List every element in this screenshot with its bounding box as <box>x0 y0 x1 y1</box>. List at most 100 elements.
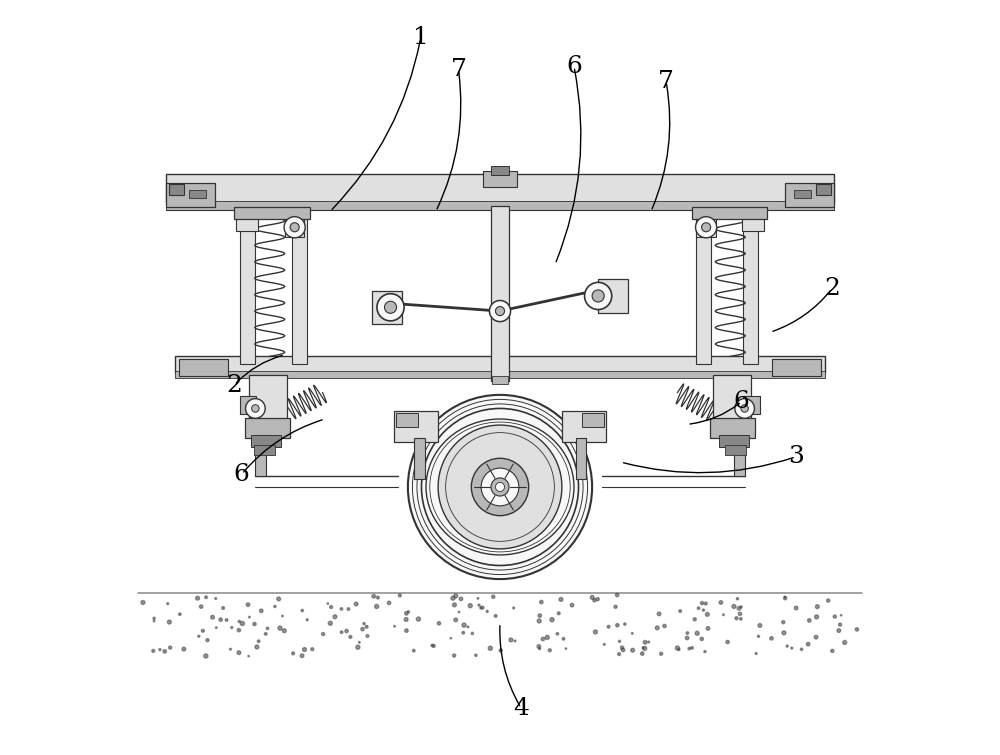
Point <box>733 613 749 625</box>
Point <box>294 650 310 662</box>
Bar <box>240 210 255 364</box>
Point <box>637 643 653 655</box>
Text: 1: 1 <box>413 26 429 49</box>
Point <box>824 645 840 657</box>
Point <box>542 644 558 656</box>
Point <box>299 614 315 626</box>
Bar <box>492 376 508 384</box>
Bar <box>710 418 755 438</box>
Point <box>687 613 703 625</box>
Point <box>729 593 745 605</box>
Point <box>152 643 168 655</box>
Point <box>474 602 490 614</box>
Point <box>398 624 414 636</box>
Point <box>551 607 567 619</box>
Point <box>348 598 364 610</box>
Point <box>694 633 710 645</box>
Point <box>276 624 292 636</box>
Point <box>253 605 269 617</box>
Point <box>784 642 800 654</box>
Point <box>296 643 312 655</box>
Circle shape <box>471 458 529 516</box>
Point <box>731 602 747 615</box>
Point <box>462 599 478 612</box>
Bar <box>394 411 438 442</box>
Point <box>715 609 731 621</box>
Point <box>532 643 548 655</box>
Point <box>342 631 358 643</box>
Point <box>251 635 267 647</box>
Point <box>334 626 350 638</box>
Point <box>249 641 265 653</box>
Bar <box>713 375 751 421</box>
Point <box>241 611 257 623</box>
Point <box>162 642 178 654</box>
Point <box>172 609 188 621</box>
Point <box>350 641 366 653</box>
Bar <box>772 359 821 376</box>
Point <box>531 640 547 652</box>
Circle shape <box>290 223 299 232</box>
Point <box>320 597 336 609</box>
Point <box>157 646 173 658</box>
Bar <box>743 210 758 364</box>
Point <box>800 638 816 650</box>
Point <box>322 618 338 630</box>
Point <box>285 647 301 659</box>
Point <box>398 607 414 619</box>
Point <box>609 589 625 601</box>
Text: 3: 3 <box>788 445 804 468</box>
Point <box>564 599 580 611</box>
Point <box>697 646 713 658</box>
Circle shape <box>252 405 259 412</box>
Point <box>672 605 688 617</box>
Point <box>369 600 385 612</box>
Circle shape <box>491 478 509 496</box>
Point <box>199 634 215 646</box>
Point <box>471 599 487 612</box>
Circle shape <box>592 290 604 302</box>
Point <box>720 636 736 648</box>
Bar <box>725 445 746 455</box>
Bar <box>719 435 749 447</box>
Point <box>634 648 650 660</box>
Bar <box>251 435 281 447</box>
Point <box>637 636 653 649</box>
Bar <box>785 183 834 207</box>
Point <box>752 619 768 631</box>
Point <box>355 623 371 635</box>
Point <box>808 631 824 643</box>
Point <box>809 611 825 623</box>
Point <box>145 645 161 657</box>
Point <box>533 596 549 608</box>
Point <box>219 614 235 626</box>
Point <box>653 648 669 660</box>
Circle shape <box>408 395 592 579</box>
Bar <box>245 418 290 438</box>
Point <box>370 591 386 603</box>
Point <box>208 593 224 605</box>
Bar <box>582 413 604 427</box>
Point <box>356 618 372 630</box>
Circle shape <box>377 294 404 321</box>
Text: 2: 2 <box>226 374 242 396</box>
Point <box>410 613 426 625</box>
Point <box>544 614 560 626</box>
Point <box>794 643 810 655</box>
Point <box>713 596 729 609</box>
Point <box>426 640 442 652</box>
Text: 4: 4 <box>513 697 529 720</box>
Point <box>260 622 276 634</box>
Point <box>732 608 748 620</box>
Point <box>608 601 624 613</box>
Point <box>671 643 687 655</box>
Point <box>446 649 462 661</box>
Point <box>776 627 792 639</box>
Circle shape <box>702 223 711 232</box>
Text: 6: 6 <box>734 390 750 413</box>
Point <box>315 628 331 640</box>
Point <box>222 643 238 655</box>
Point <box>635 642 651 654</box>
Point <box>733 601 749 613</box>
Point <box>596 638 612 650</box>
